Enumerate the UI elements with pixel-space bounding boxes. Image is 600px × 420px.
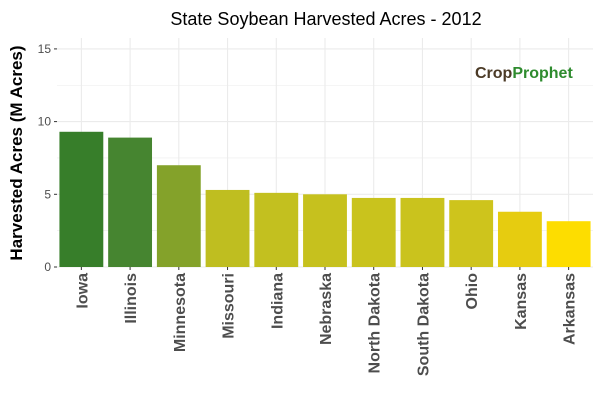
x-tick-label: Missouri: [221, 273, 238, 339]
bar-south-dakota: [400, 197, 445, 267]
chart-title: State Soybean Harvested Acres - 2012: [170, 9, 481, 29]
bar-indiana: [254, 192, 299, 267]
y-tick-label: 0: [44, 260, 51, 274]
x-tick-label: Arkansas: [562, 273, 579, 345]
x-tick-label: Kansas: [513, 273, 530, 330]
x-tick-label: Indiana: [269, 273, 286, 329]
watermark-prophet: Prophet: [512, 65, 573, 82]
bar-kansas: [497, 211, 542, 267]
bar-minnesota: [156, 165, 201, 267]
bar-ohio: [449, 200, 494, 267]
y-tick-label: 10: [38, 115, 52, 129]
y-axis-label: Harvested Acres (M Acres): [7, 45, 26, 260]
bar-illinois: [108, 137, 153, 267]
cropprophet-watermark: CropProphet: [475, 65, 573, 82]
x-tick-label: Minnesota: [172, 273, 189, 352]
bar-arkansas: [546, 221, 591, 267]
bar-north-dakota: [351, 197, 396, 267]
x-tick-label: Ohio: [464, 273, 481, 310]
x-tick-label: Illinois: [123, 273, 140, 324]
bar-missouri: [205, 189, 250, 267]
bars: [59, 131, 591, 267]
x-tick-label: Iowa: [74, 273, 91, 309]
y-tick-label: 5: [44, 187, 51, 201]
x-tick-label: South Dakota: [415, 273, 432, 376]
x-tick-label: North Dakota: [367, 273, 384, 374]
x-axis-ticks: Iowa Illinois Minnesota Missouri Indiana Nebr…: [74, 267, 579, 376]
y-tick-label: 15: [38, 42, 52, 56]
bar-iowa: [59, 131, 104, 267]
y-axis-ticks: 0 5 10 15: [38, 42, 57, 274]
bar-nebraska: [303, 194, 347, 267]
watermark-crop: Crop: [475, 65, 513, 82]
x-tick-label: Nebraska: [318, 273, 335, 345]
